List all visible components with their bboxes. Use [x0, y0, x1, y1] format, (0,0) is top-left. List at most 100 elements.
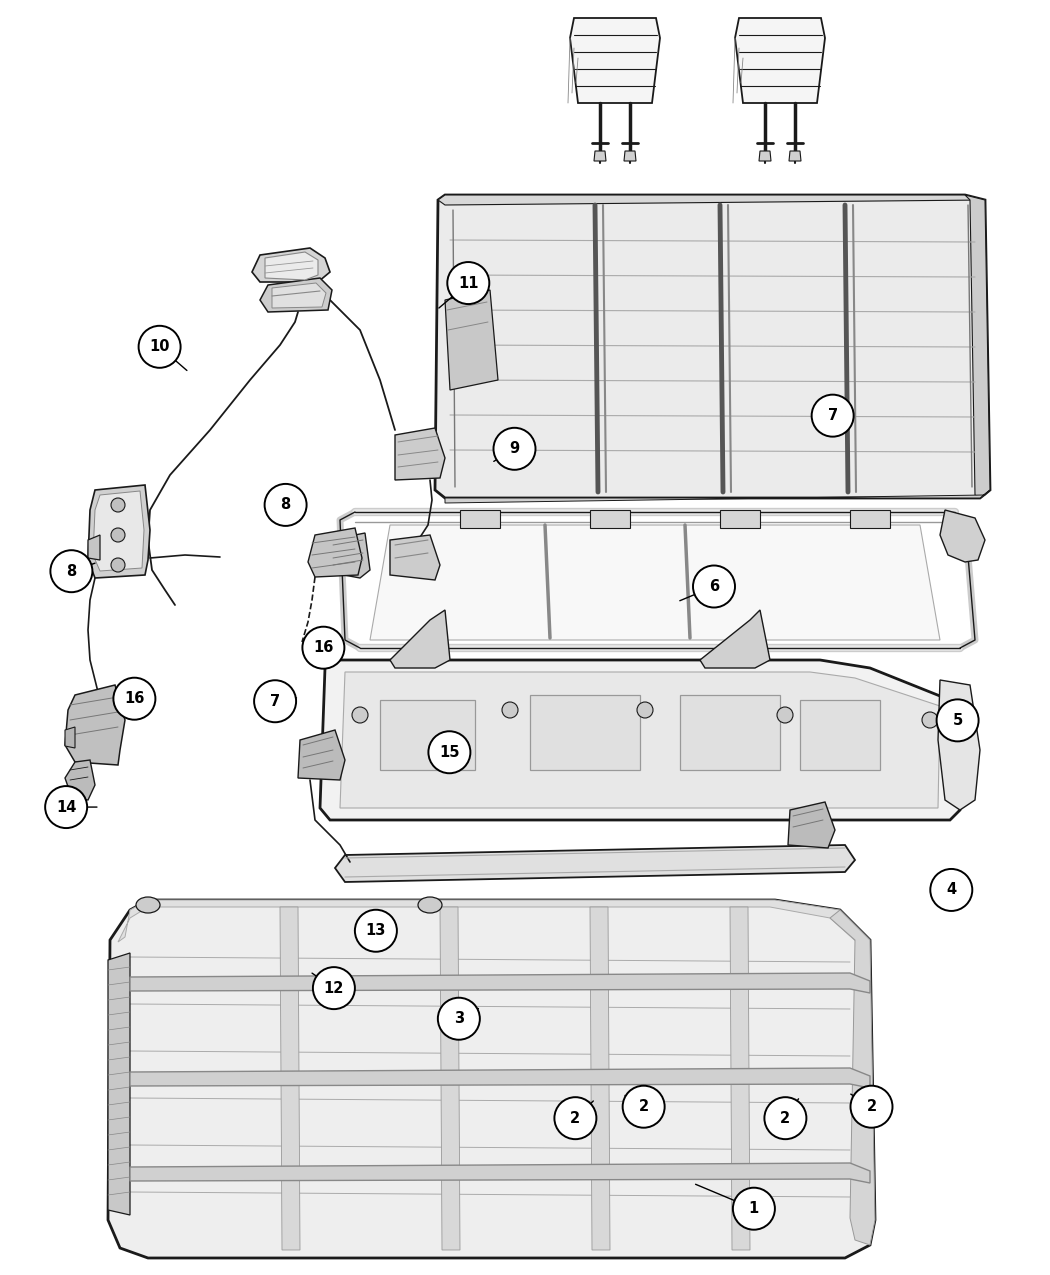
Circle shape	[428, 732, 470, 773]
Polygon shape	[440, 907, 460, 1250]
Polygon shape	[130, 973, 870, 993]
Text: 3: 3	[454, 1011, 464, 1026]
Polygon shape	[759, 150, 771, 161]
Polygon shape	[252, 249, 330, 282]
Polygon shape	[788, 802, 835, 848]
Polygon shape	[445, 490, 990, 504]
Text: 15: 15	[439, 745, 460, 760]
Polygon shape	[570, 18, 660, 103]
Polygon shape	[390, 609, 450, 668]
Circle shape	[812, 395, 854, 436]
Circle shape	[623, 1086, 665, 1127]
Text: 8: 8	[66, 564, 77, 579]
Polygon shape	[130, 1163, 870, 1183]
Circle shape	[438, 998, 480, 1039]
Ellipse shape	[922, 711, 938, 728]
Text: 6: 6	[709, 579, 719, 594]
Polygon shape	[700, 609, 770, 668]
Polygon shape	[390, 536, 440, 580]
Ellipse shape	[111, 528, 125, 542]
Polygon shape	[65, 760, 94, 799]
Polygon shape	[335, 845, 855, 882]
Polygon shape	[93, 491, 144, 571]
Polygon shape	[735, 18, 825, 103]
Polygon shape	[590, 510, 630, 528]
Polygon shape	[88, 484, 150, 578]
Polygon shape	[65, 685, 125, 765]
Polygon shape	[850, 510, 890, 528]
Polygon shape	[624, 150, 636, 161]
Ellipse shape	[136, 898, 160, 913]
Polygon shape	[320, 660, 960, 820]
Text: 13: 13	[365, 923, 386, 938]
Circle shape	[850, 1086, 892, 1127]
Polygon shape	[118, 900, 870, 945]
Polygon shape	[265, 252, 318, 280]
Ellipse shape	[111, 558, 125, 572]
Polygon shape	[328, 533, 370, 578]
Text: 7: 7	[270, 694, 280, 709]
Text: 11: 11	[458, 275, 479, 291]
Polygon shape	[938, 680, 980, 810]
Polygon shape	[65, 727, 75, 748]
Circle shape	[45, 787, 87, 827]
Ellipse shape	[418, 898, 442, 913]
Circle shape	[937, 700, 979, 741]
Text: 2: 2	[866, 1099, 877, 1114]
Circle shape	[930, 870, 972, 910]
Polygon shape	[272, 283, 326, 309]
Polygon shape	[830, 910, 875, 1244]
Circle shape	[554, 1098, 596, 1139]
Polygon shape	[445, 289, 498, 390]
Circle shape	[254, 681, 296, 722]
Polygon shape	[280, 907, 300, 1250]
Polygon shape	[108, 952, 130, 1215]
Polygon shape	[370, 525, 940, 640]
Polygon shape	[590, 907, 610, 1250]
Circle shape	[764, 1098, 806, 1139]
Polygon shape	[130, 1068, 870, 1088]
Circle shape	[355, 910, 397, 951]
Circle shape	[693, 566, 735, 607]
Text: 10: 10	[149, 339, 170, 354]
Text: 2: 2	[780, 1111, 791, 1126]
Ellipse shape	[111, 499, 125, 513]
Polygon shape	[965, 195, 990, 499]
Polygon shape	[88, 536, 100, 560]
Text: 14: 14	[56, 799, 77, 815]
Polygon shape	[800, 700, 880, 770]
Polygon shape	[594, 150, 606, 161]
Polygon shape	[940, 510, 985, 562]
Circle shape	[733, 1188, 775, 1229]
Polygon shape	[380, 700, 475, 770]
Polygon shape	[298, 731, 345, 780]
Circle shape	[265, 484, 307, 525]
Circle shape	[302, 627, 344, 668]
Text: 1: 1	[749, 1201, 759, 1216]
Polygon shape	[460, 510, 500, 528]
Text: 16: 16	[313, 640, 334, 655]
Text: 2: 2	[570, 1111, 581, 1126]
Polygon shape	[789, 150, 801, 161]
Polygon shape	[308, 528, 362, 578]
Circle shape	[447, 263, 489, 303]
Text: 8: 8	[280, 497, 291, 513]
Polygon shape	[680, 695, 780, 770]
Text: 9: 9	[509, 441, 520, 456]
Polygon shape	[260, 278, 332, 312]
Ellipse shape	[502, 703, 518, 718]
Ellipse shape	[777, 708, 793, 723]
Polygon shape	[108, 900, 875, 1258]
Text: 7: 7	[827, 408, 838, 423]
Polygon shape	[730, 907, 750, 1250]
Polygon shape	[435, 195, 990, 499]
Text: 2: 2	[638, 1099, 649, 1114]
Polygon shape	[438, 195, 985, 205]
Text: 12: 12	[323, 980, 344, 996]
Polygon shape	[395, 428, 445, 479]
Ellipse shape	[352, 708, 367, 723]
Polygon shape	[340, 672, 940, 808]
Circle shape	[50, 551, 92, 592]
Polygon shape	[720, 510, 760, 528]
Ellipse shape	[637, 703, 653, 718]
